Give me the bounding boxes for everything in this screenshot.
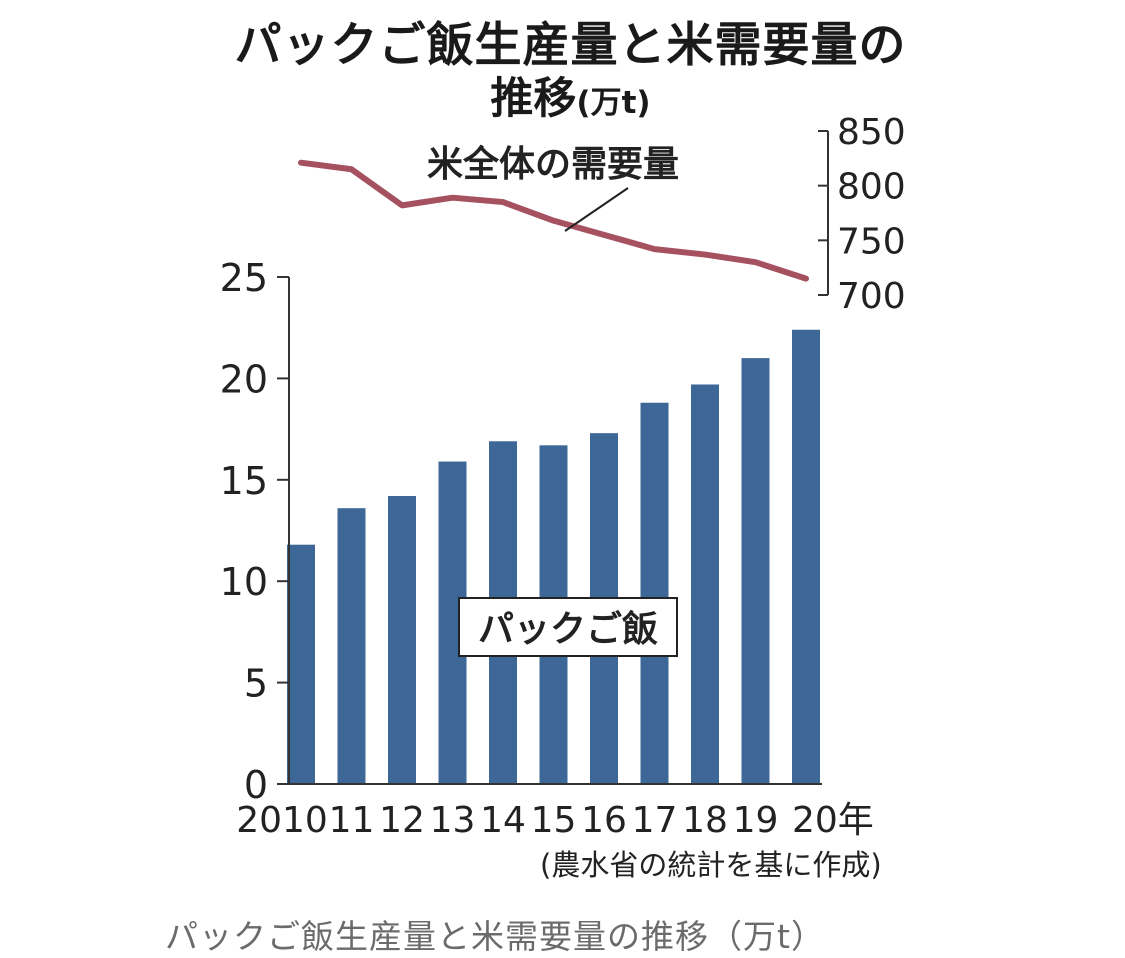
figure-caption: パックご飯生産量と米需要量の推移（万t） [165, 917, 825, 956]
x-tick-label: 17 [632, 800, 678, 841]
bar [741, 358, 770, 784]
left-tick-label: 20 [220, 357, 268, 401]
x-tick-label: 13 [430, 800, 476, 841]
bar [792, 329, 820, 784]
left-tick-label: 15 [220, 459, 268, 503]
left-tick-label: 5 [244, 662, 268, 706]
chart-title-text: 推移 [490, 74, 577, 124]
x-tick-label: 20年 [792, 800, 874, 841]
bar [337, 508, 366, 784]
x-tick-label: 19 [733, 800, 779, 841]
left-tick-label: 10 [220, 560, 268, 604]
left-tick-label: 0 [244, 763, 268, 807]
x-tick-label: 16 [581, 800, 627, 841]
line-series-label: 米全体の需要量 [427, 143, 679, 185]
chart-title: パックご飯生産量と米需要量の [234, 18, 907, 73]
right-tick-label: 700 [837, 276, 906, 317]
bar-series-label: パックご飯 [478, 609, 658, 650]
x-tick-label: 12 [379, 800, 425, 841]
line-label-leader [564, 187, 629, 232]
demand-line [298, 159, 809, 282]
bar [640, 402, 669, 784]
bar [388, 496, 416, 784]
x-tick-label: 11 [329, 800, 375, 841]
right-tick-label: 850 [837, 112, 906, 153]
x-tick-label: 14 [480, 800, 526, 841]
chart-title-line2: 推移(万t) [8, 64, 1125, 126]
left-tick-label: 25 [220, 256, 268, 300]
bar [287, 544, 315, 784]
x-tick-label: 2010 [236, 800, 328, 841]
right-tick-label: 750 [837, 221, 906, 262]
chart-unit: (万t) [576, 85, 651, 121]
source-note: (農水省の統計を基に作成) [540, 848, 882, 882]
x-tick-label: 18 [682, 800, 728, 841]
x-tick-label: 15 [531, 800, 577, 841]
right-tick-label: 800 [837, 167, 906, 208]
bar-series-label-box [458, 597, 678, 657]
bar [691, 384, 719, 784]
